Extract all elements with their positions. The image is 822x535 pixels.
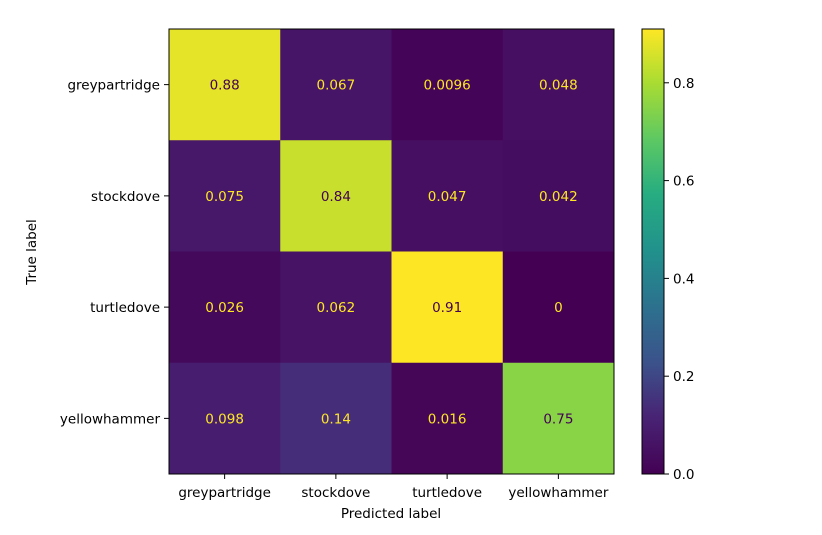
y-tick-label: stockdove: [91, 189, 160, 205]
cell-value-label: 0.075: [205, 189, 244, 205]
x-tick-label: stockdove: [301, 485, 370, 501]
x-tick-label: greypartridge: [178, 485, 271, 501]
heatmap-cell: [391, 251, 504, 364]
cell-value-label: 0.016: [428, 411, 467, 427]
cell-value-label: 0.047: [428, 189, 467, 205]
y-axis-label: True label: [24, 219, 40, 286]
cell-value-label: 0.098: [205, 411, 244, 427]
x-axis-ticks: greypartridge stockdove turtledove yellowha…: [178, 474, 609, 501]
heatmap-cell: [502, 362, 615, 475]
x-axis-label: Predicted label: [341, 506, 441, 522]
cell-value-labels: 0.88 0.067 0.0096 0.048 0.075 0.84 0.047 0.042 0…: [205, 78, 577, 428]
heatmap-cells: [169, 29, 615, 475]
colorbar-tick-label: 0.8: [673, 76, 694, 92]
heatmap-cell: [169, 251, 281, 364]
colorbar-gradient: [642, 29, 664, 474]
heatmap-cell: [391, 362, 504, 475]
cell-value-label: 0.042: [539, 189, 578, 205]
cell-value-label: 0.14: [321, 411, 351, 427]
cell-value-label: 0.75: [543, 411, 573, 427]
cell-value-label: 0.91: [432, 300, 462, 316]
colorbar: 0.0 0.2 0.4 0.6 0.8: [641, 28, 694, 483]
cell-value-label: 0.0096: [424, 78, 471, 94]
heatmap-cell: [502, 140, 615, 252]
y-axis-ticks: greypartridge stockdove turtledove yellowha…: [60, 78, 169, 427]
heatmap-cell: [280, 362, 392, 475]
heatmap-cell: [391, 140, 504, 252]
y-tick-label: turtledove: [90, 300, 160, 316]
colorbar-tick-label: 0.6: [673, 174, 694, 190]
heatmap-cell: [280, 29, 392, 141]
plot-frame: [168, 28, 615, 475]
colorbar-frame: [641, 28, 665, 475]
heatmap-cell: [169, 362, 281, 475]
cell-value-label: 0.067: [317, 78, 356, 94]
y-tick-label: yellowhammer: [60, 411, 161, 427]
cell-value-label: 0.84: [321, 189, 351, 205]
cell-value-label: 0: [554, 300, 563, 316]
heatmap-cell: [502, 251, 615, 364]
heatmap-cell: [280, 140, 392, 252]
colorbar-tick-label: 0.2: [673, 369, 694, 385]
heatmap-cell: [280, 251, 392, 364]
cell-value-label: 0.048: [539, 78, 578, 94]
heatmap-cell: [169, 29, 281, 141]
heatmap-cell: [391, 29, 504, 141]
x-tick-label: yellowhammer: [508, 485, 609, 501]
cell-value-label: 0.88: [210, 78, 240, 94]
heatmap-cell: [502, 29, 615, 141]
x-tick-label: turtledove: [412, 485, 482, 501]
colorbar-tick-label: 0.0: [673, 467, 694, 483]
heatmap-cell: [169, 140, 281, 252]
cell-value-label: 0.026: [205, 300, 244, 316]
y-tick-label: greypartridge: [67, 78, 160, 94]
colorbar-ticks: 0.0 0.2 0.4 0.6 0.8: [664, 76, 694, 483]
colorbar-tick-label: 0.4: [673, 271, 694, 287]
cell-value-label: 0.062: [317, 300, 356, 316]
